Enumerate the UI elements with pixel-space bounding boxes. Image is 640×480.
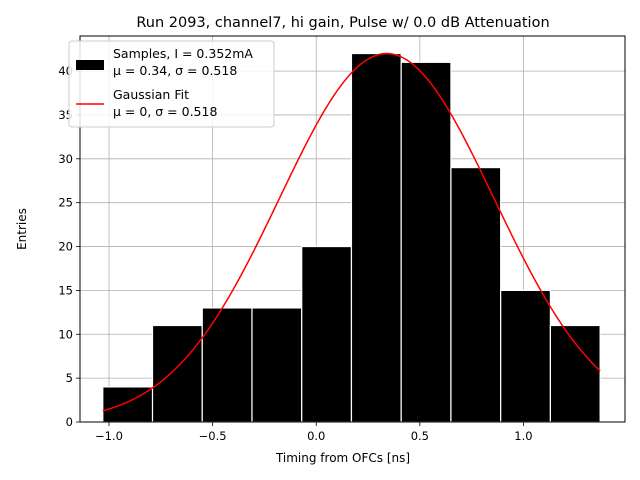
histogram-bar <box>400 61 452 423</box>
legend-frame <box>68 40 275 128</box>
y-tick-label: 20 <box>58 240 73 254</box>
y-tick-label: 30 <box>58 152 73 166</box>
chart-title: Run 2093, channel7, hi gain, Pulse w/ 0.… <box>136 15 549 31</box>
x-axis-label: Timing from OFCs [ns] <box>275 451 410 465</box>
histogram-bar <box>251 307 303 423</box>
histogram-bar <box>350 52 402 423</box>
histogram-bar <box>151 324 203 423</box>
x-tick-label: 0.5 <box>411 429 429 443</box>
x-tick-label: 1.0 <box>514 429 532 443</box>
legend: Samples, I = 0.352mA μ = 0.34, σ = 0.518… <box>68 40 275 128</box>
y-tick-label: 15 <box>58 283 73 297</box>
x-tick-label: −0.5 <box>199 429 227 443</box>
legend-fit-stats: μ = 0, σ = 0.518 <box>113 104 217 119</box>
histogram-bar <box>201 307 253 423</box>
legend-fit-label: Gaussian Fit <box>113 87 189 102</box>
y-tick-label: 5 <box>66 371 73 385</box>
legend-samples-swatch <box>76 60 104 70</box>
histogram-bar <box>301 245 353 423</box>
histogram-bar <box>500 289 551 423</box>
plot-frame <box>79 35 626 423</box>
x-tick-label: 0.0 <box>307 429 325 443</box>
gaussian-fit-curve <box>102 52 601 412</box>
legend-samples-stats: μ = 0.34, σ = 0.518 <box>113 63 237 78</box>
y-axis-label: Entries <box>15 208 29 250</box>
x-tick-label: −1.0 <box>95 429 123 443</box>
y-tick-label: 10 <box>58 327 73 341</box>
legend-samples-label: Samples, I = 0.352mA <box>113 46 253 61</box>
histogram-bar <box>549 324 601 423</box>
y-tick-label: 0 <box>66 415 73 429</box>
y-tick-label: 25 <box>58 196 73 210</box>
histogram-bar <box>450 166 502 423</box>
x-axis-ticks: −1.0 −0.5 0.0 0.5 1.0 <box>95 422 533 443</box>
